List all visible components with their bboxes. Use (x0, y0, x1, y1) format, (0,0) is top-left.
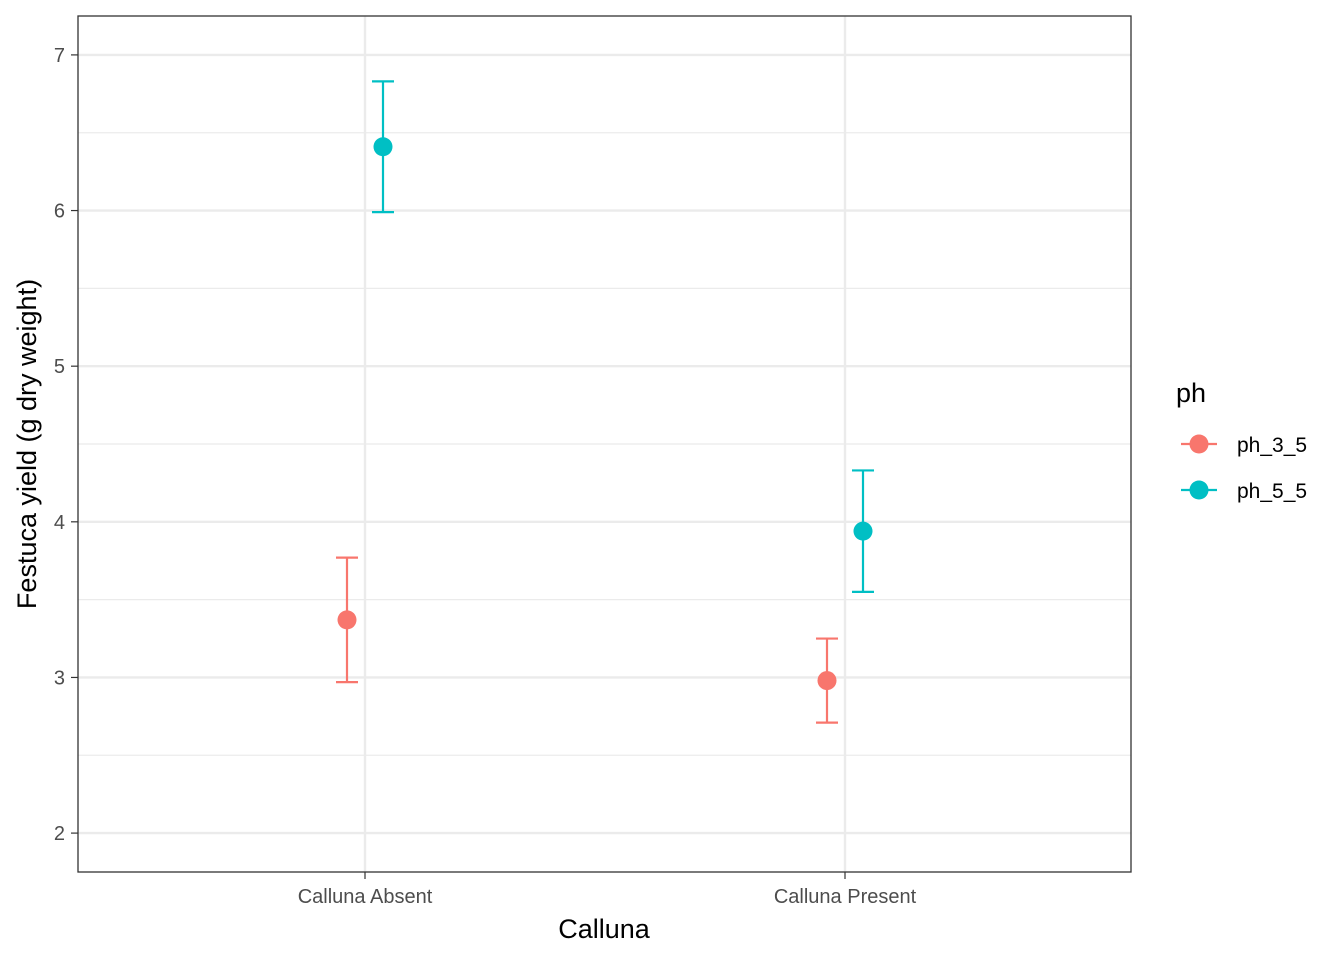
legend-title: ph (1176, 378, 1206, 408)
data-point (337, 610, 357, 630)
y-tick-label: 5 (54, 356, 65, 378)
legend-key-point (1189, 434, 1209, 454)
legend: ph ph_3_5 ph_5_5 (1176, 378, 1307, 503)
legend-label: ph_3_5 (1237, 434, 1307, 457)
y-tick-label: 3 (54, 667, 65, 689)
grid (78, 16, 1131, 872)
plot-panel-border (77, 15, 1132, 873)
plot-marks (336, 80, 874, 724)
legend-key-point (1189, 480, 1209, 500)
x-axis-title: Calluna (558, 914, 651, 944)
y-tick-label: 2 (54, 823, 65, 845)
y-tick-label: 4 (54, 512, 65, 534)
data-point (373, 137, 393, 157)
axes: 2 3 4 5 6 7 Calluna Absent Calluna Present (54, 45, 917, 908)
legend-item: ph_3_5 (1181, 434, 1307, 457)
y-tick-label: 6 (54, 201, 65, 223)
x-tick-label: Calluna Absent (298, 886, 433, 908)
data-point (817, 671, 837, 691)
y-axis-title: Festuca yield (g dry weight) (12, 279, 42, 609)
legend-label: ph_5_5 (1237, 480, 1307, 503)
legend-item: ph_5_5 (1181, 480, 1307, 503)
x-tick-label: Calluna Present (774, 886, 917, 908)
y-tick-label: 7 (54, 45, 65, 67)
data-point (853, 521, 873, 541)
